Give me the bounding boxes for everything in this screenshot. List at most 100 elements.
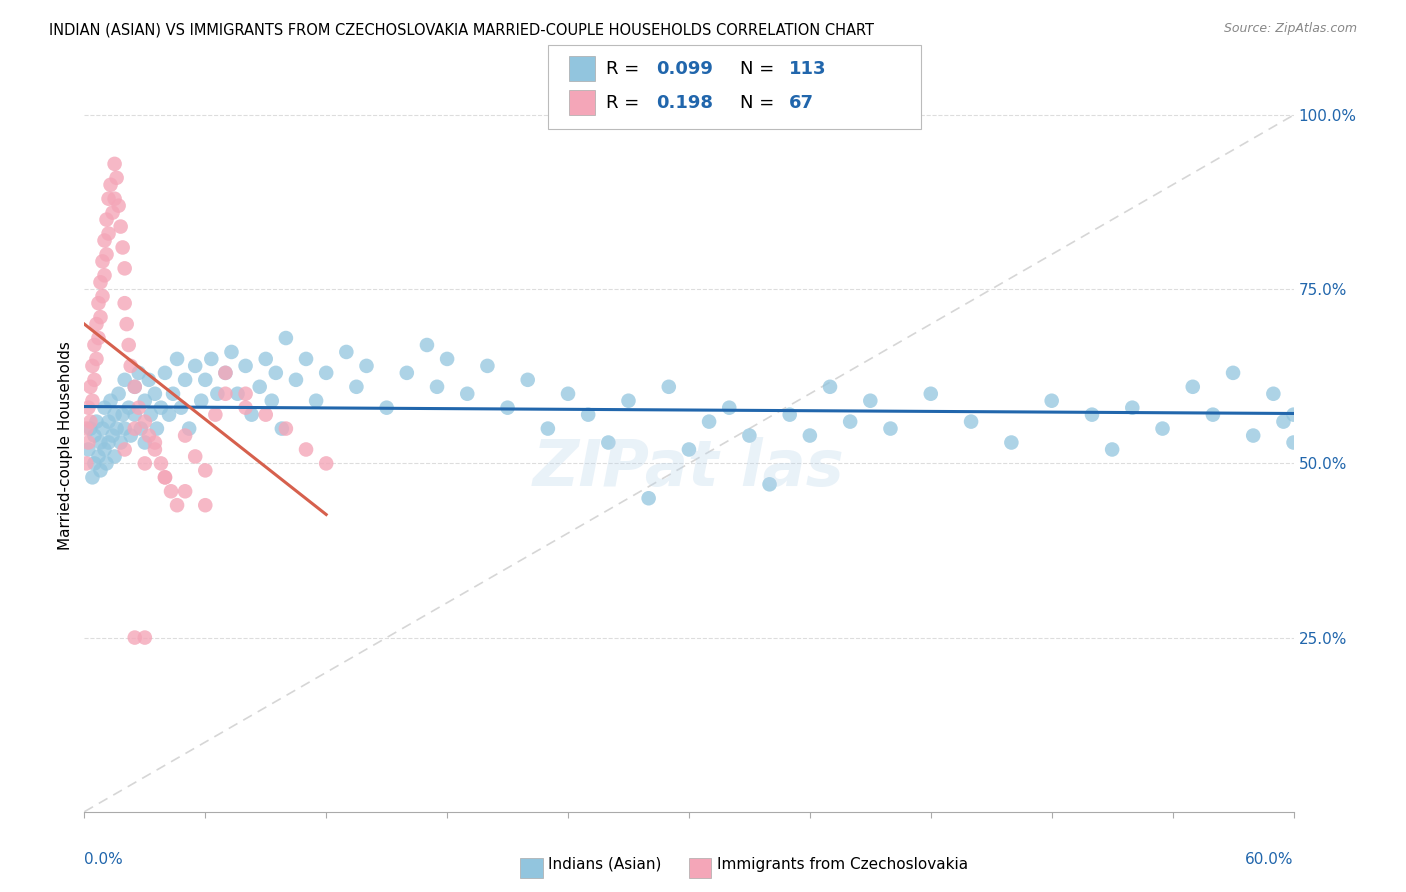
Point (221, 345, 243, 359)
Point (859, 393, 882, 408)
Point (1241, 428, 1264, 442)
Point (718, 401, 741, 415)
Point (75, 457, 97, 471)
Text: Source: ZipAtlas.com: Source: ZipAtlas.com (1223, 22, 1357, 36)
Point (315, 366, 337, 380)
Point (128, 366, 150, 380)
Point (120, 428, 142, 442)
Point (174, 484, 197, 499)
Point (160, 484, 183, 499)
Point (97, 415, 120, 429)
Point (598, 435, 620, 450)
Point (1222, 366, 1244, 380)
Point (174, 428, 197, 442)
Point (1263, 386, 1285, 401)
Point (79, 415, 101, 429)
Point (128, 401, 150, 415)
Point (235, 359, 257, 373)
Point (93, 268, 115, 283)
Point (1040, 393, 1063, 408)
Point (134, 631, 156, 645)
Text: 0.0%: 0.0% (84, 852, 124, 867)
Point (89, 463, 111, 477)
Point (356, 359, 378, 373)
Point (104, 157, 127, 171)
Point (104, 192, 127, 206)
Point (799, 428, 821, 442)
Point (254, 408, 277, 422)
Point (637, 491, 659, 506)
Point (1202, 408, 1225, 422)
Point (779, 408, 801, 422)
Point (124, 380, 146, 394)
Point (107, 386, 129, 401)
Point (214, 366, 236, 380)
Point (496, 401, 519, 415)
Point (96, 247, 118, 261)
Point (249, 380, 271, 394)
Point (111, 408, 134, 422)
Point (416, 338, 439, 352)
Text: 113: 113 (789, 60, 827, 78)
Text: ZIPat las: ZIPat las (533, 437, 845, 499)
Point (93, 401, 115, 415)
Point (839, 415, 862, 429)
Point (818, 380, 841, 394)
Point (107, 199, 129, 213)
Text: Immigrants from Czechoslovakia: Immigrants from Czechoslovakia (717, 857, 969, 871)
Point (194, 373, 217, 387)
Point (200, 351, 222, 366)
Point (153, 366, 176, 380)
Text: N =: N = (740, 94, 779, 112)
Point (285, 373, 308, 387)
Point (139, 408, 162, 422)
Point (124, 631, 146, 645)
Point (79, 421, 101, 435)
Point (105, 170, 128, 185)
Point (83, 457, 105, 471)
Point (477, 359, 499, 373)
Point (153, 470, 176, 484)
Point (537, 421, 560, 435)
Point (1081, 408, 1104, 422)
Point (516, 373, 538, 387)
Point (274, 331, 297, 345)
Point (920, 386, 942, 401)
Point (100, 393, 122, 408)
Point (86, 415, 108, 429)
Point (295, 442, 318, 457)
Point (101, 205, 124, 219)
Text: N =: N = (740, 60, 779, 78)
Point (114, 261, 136, 276)
Point (166, 498, 188, 512)
Point (194, 498, 217, 512)
Point (1323, 421, 1346, 435)
Point (170, 401, 193, 415)
Point (120, 359, 142, 373)
Point (82, 393, 104, 408)
Point (153, 470, 176, 484)
Point (115, 317, 138, 331)
Point (143, 435, 166, 450)
Point (97, 192, 120, 206)
Point (134, 415, 156, 429)
Point (93, 234, 115, 248)
Point (617, 393, 640, 408)
Point (738, 428, 761, 442)
Point (576, 408, 599, 422)
Point (658, 380, 681, 394)
Point (456, 386, 478, 401)
Point (758, 477, 780, 491)
Point (149, 457, 172, 471)
Point (96, 457, 118, 471)
Point (557, 386, 579, 401)
Point (678, 442, 700, 457)
Point (157, 408, 180, 422)
Point (87, 331, 110, 345)
Point (1152, 421, 1174, 435)
Point (190, 393, 212, 408)
Point (118, 338, 141, 352)
Point (264, 366, 287, 380)
Point (143, 442, 166, 457)
Point (124, 380, 146, 394)
